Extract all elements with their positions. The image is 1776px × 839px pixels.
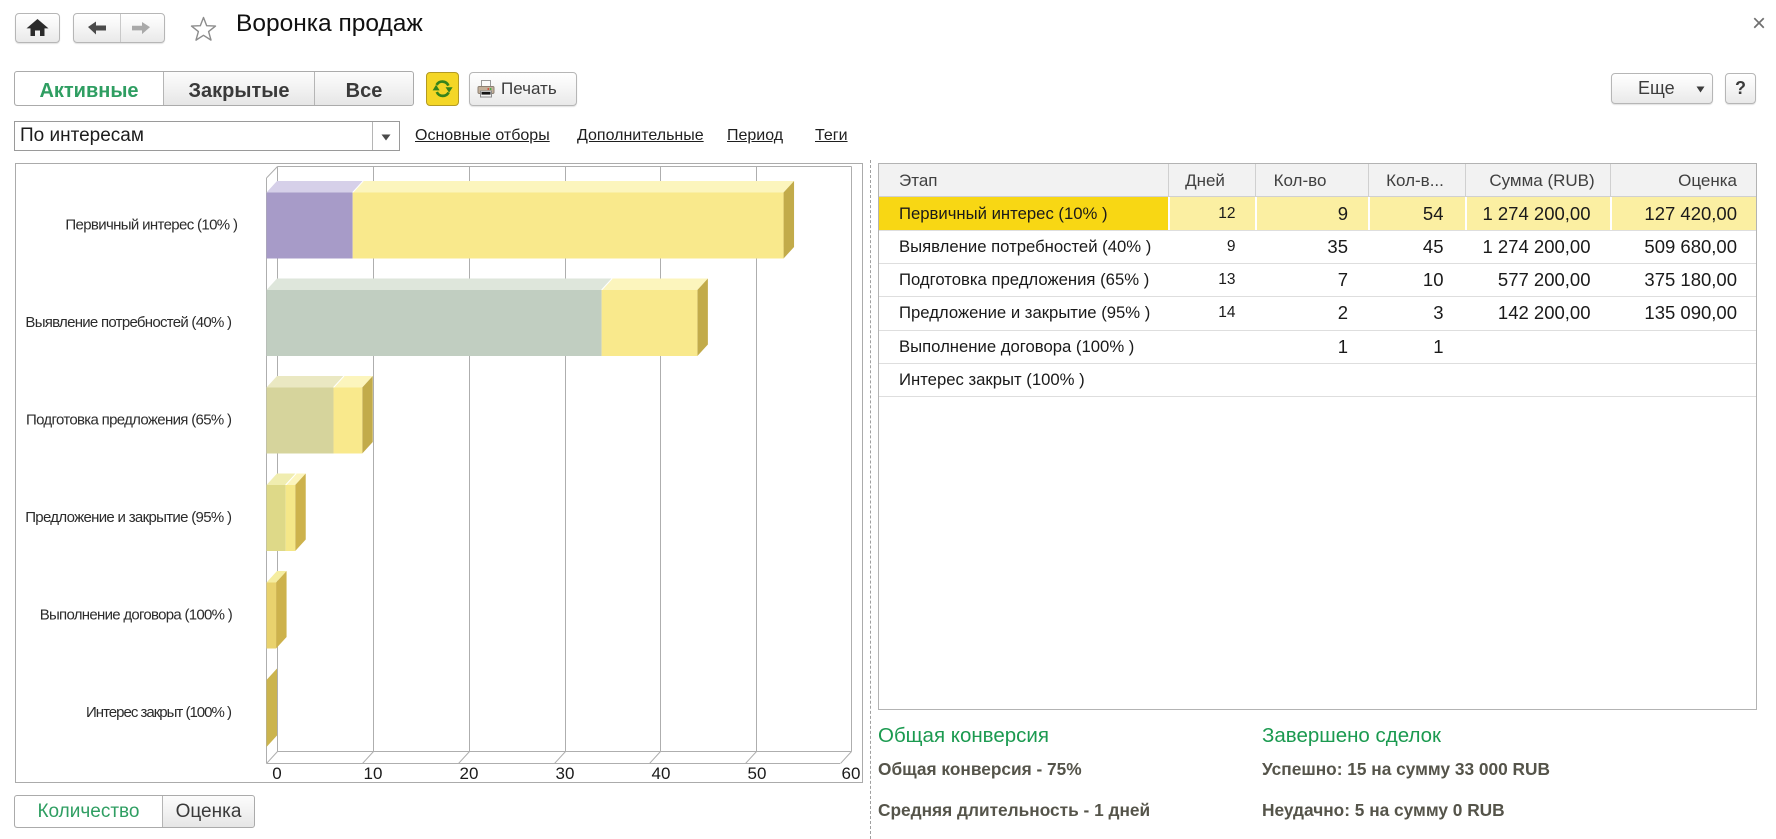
svg-text:0: 0: [272, 764, 281, 783]
svg-text:40: 40: [652, 764, 671, 783]
svg-text:30: 30: [556, 764, 575, 783]
svg-text:Первичный интерес (10% ): Первичный интерес (10% ): [65, 217, 238, 234]
svg-text:Выявление потребностей (40% ): Выявление потребностей (40% ): [25, 314, 232, 331]
svg-text:50: 50: [748, 764, 767, 783]
svg-text:60: 60: [842, 764, 861, 783]
svg-text:Интерес закрыт (100% ): Интерес закрыт (100% ): [86, 704, 232, 721]
svg-text:20: 20: [460, 764, 479, 783]
svg-text:Подготовка предложения (65% ): Подготовка предложения (65% ): [26, 412, 232, 429]
svg-text:Предложение и закрытие (95% ): Предложение и закрытие (95% ): [25, 509, 232, 526]
svg-text:10: 10: [364, 764, 383, 783]
svg-text:Выполнение договора (100% ): Выполнение договора (100% ): [40, 607, 233, 624]
